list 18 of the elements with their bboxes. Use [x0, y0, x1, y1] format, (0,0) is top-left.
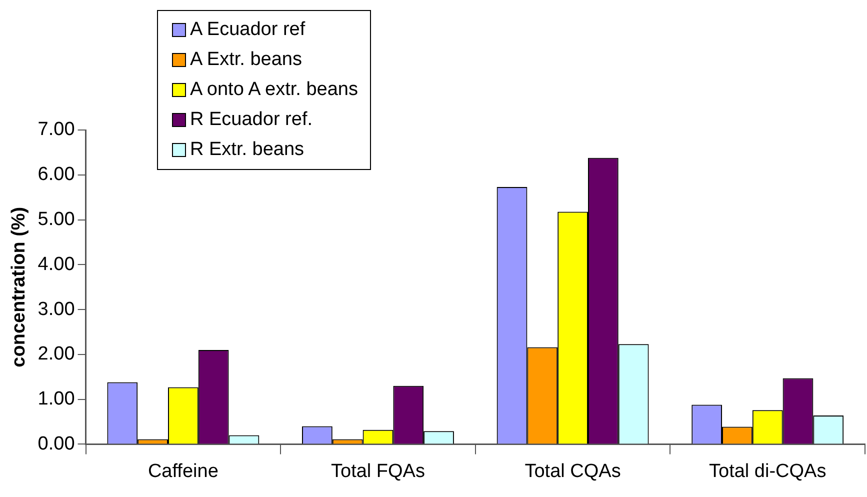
y-tick-label: 3.00 — [38, 298, 75, 320]
y-tick-label: 6.00 — [38, 164, 75, 186]
x-tick-label: Total FQAs — [330, 460, 425, 482]
legend-label: A Extr. beans — [189, 48, 303, 72]
legend-label: A Ecuador ref — [189, 18, 306, 42]
y-tick-label: 2.00 — [38, 344, 75, 365]
legend-label: A onto A extr. beans — [189, 78, 358, 102]
y-axis-title: concentration (%) — [8, 206, 30, 368]
legend-label: R Ecuador ref. — [189, 108, 314, 132]
y-tick-label: 5.00 — [38, 209, 75, 230]
x-tick-label: Total CQAs — [524, 460, 621, 482]
legend-label: R Extr. beans — [189, 138, 306, 162]
y-tick-label: 1.00 — [38, 388, 75, 410]
y-tick-label: 7.00 — [38, 119, 75, 140]
y-tick-label: 4.00 — [38, 254, 75, 275]
x-tick-label: Total di-CQAs — [708, 460, 826, 482]
y-tick-label: 0.00 — [38, 433, 75, 454]
x-tick-label: Caffeine — [148, 460, 218, 482]
